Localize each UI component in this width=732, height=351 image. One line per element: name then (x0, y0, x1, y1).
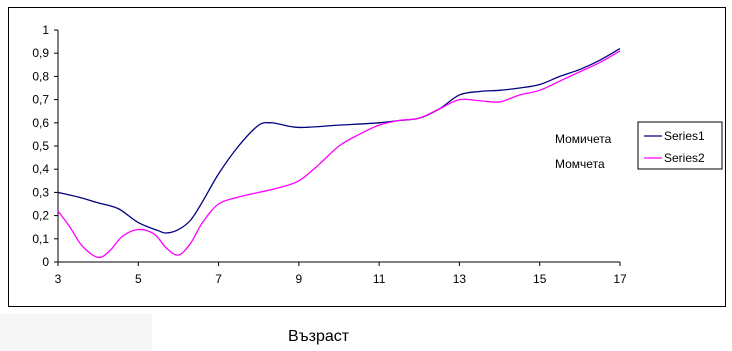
chart-axes: 00,10,20,30,40,50,60,70,80,913 5 7 9 11 13 15 1… (32, 23, 627, 286)
y-tick-label: 0,3 (32, 185, 49, 199)
y-tick-label: 0 (42, 255, 49, 269)
line-chart: 00,10,20,30,40,50,60,70,80,913 5 7 9 11 13 15 1… (32, 23, 723, 286)
legend-label: Series2 (664, 151, 705, 165)
x-axis-title: Възраст (288, 328, 350, 345)
x-tick-label: 5 (135, 272, 142, 286)
y-tick-label: 0,8 (32, 69, 49, 83)
y-tick-label: 0,9 (32, 46, 49, 60)
series-line-2 (57, 50, 621, 259)
y-tick-label: 0,7 (32, 93, 49, 107)
page-background-shade (0, 314, 152, 351)
x-tick-label: 11 (373, 272, 386, 286)
annotation-label: Момичета (555, 132, 612, 146)
x-tick-label: 9 (296, 272, 303, 286)
x-tick-label: 3 (55, 272, 62, 286)
x-tick-label: 7 (215, 272, 222, 286)
x-tick-label: 15 (533, 272, 547, 286)
x-tick-label: 17 (613, 272, 627, 286)
legend-box (637, 121, 723, 170)
chart-legend: Series1 Series2 (637, 121, 723, 170)
y-tick-label: 0,6 (32, 116, 49, 130)
y-tick-label: 0,1 (32, 232, 49, 246)
y-tick-label: 1 (42, 23, 49, 37)
y-tick-label: 0,5 (32, 139, 49, 153)
series-line-1 (57, 47, 621, 234)
chart-series (57, 47, 621, 259)
chart-annotations: Момичета Момчета (555, 132, 612, 171)
x-tick-label: 13 (453, 272, 467, 286)
annotation-label: Момчета (555, 157, 605, 171)
y-tick-label: 0,2 (32, 209, 49, 223)
y-tick-label: 0,4 (32, 162, 49, 176)
legend-label: Series1 (664, 129, 705, 143)
chart-area: 0 0,1 0,2 0,3 0,4 0,5 0,6 0,7 0,8 0,9 1 3 5 7 9 11 13 15 1… (8, 7, 726, 307)
